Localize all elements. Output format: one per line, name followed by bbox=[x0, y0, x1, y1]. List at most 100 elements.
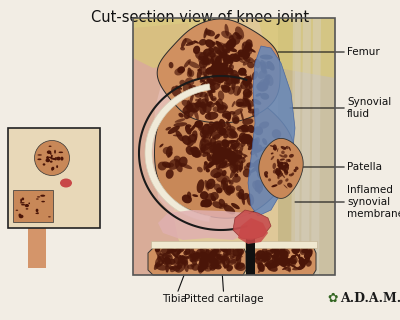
Ellipse shape bbox=[168, 159, 180, 170]
Ellipse shape bbox=[189, 123, 197, 132]
Ellipse shape bbox=[226, 185, 235, 194]
Ellipse shape bbox=[241, 137, 247, 144]
Ellipse shape bbox=[215, 151, 223, 158]
Ellipse shape bbox=[229, 253, 235, 259]
Ellipse shape bbox=[271, 153, 274, 155]
Ellipse shape bbox=[279, 166, 282, 171]
Ellipse shape bbox=[281, 165, 286, 170]
Polygon shape bbox=[233, 210, 271, 240]
Ellipse shape bbox=[206, 249, 210, 253]
Ellipse shape bbox=[225, 83, 231, 86]
Ellipse shape bbox=[236, 154, 242, 159]
Ellipse shape bbox=[202, 253, 206, 260]
Ellipse shape bbox=[170, 265, 177, 272]
Ellipse shape bbox=[219, 104, 224, 110]
Ellipse shape bbox=[212, 133, 224, 139]
Ellipse shape bbox=[284, 170, 288, 174]
Text: ✿: ✿ bbox=[328, 292, 338, 305]
Ellipse shape bbox=[287, 265, 291, 272]
Ellipse shape bbox=[204, 161, 208, 165]
Ellipse shape bbox=[208, 156, 217, 168]
Ellipse shape bbox=[222, 170, 226, 176]
Ellipse shape bbox=[243, 169, 251, 177]
Ellipse shape bbox=[277, 170, 282, 174]
Ellipse shape bbox=[215, 143, 221, 148]
Ellipse shape bbox=[283, 256, 290, 267]
Ellipse shape bbox=[187, 140, 194, 147]
Ellipse shape bbox=[234, 159, 240, 171]
Ellipse shape bbox=[213, 156, 220, 165]
Ellipse shape bbox=[206, 78, 217, 85]
Ellipse shape bbox=[169, 259, 176, 265]
Ellipse shape bbox=[192, 150, 202, 158]
Ellipse shape bbox=[277, 180, 283, 185]
Ellipse shape bbox=[214, 102, 220, 105]
Ellipse shape bbox=[271, 156, 274, 160]
Ellipse shape bbox=[224, 62, 228, 67]
Ellipse shape bbox=[48, 157, 52, 158]
Ellipse shape bbox=[210, 137, 216, 146]
Ellipse shape bbox=[226, 186, 234, 194]
Ellipse shape bbox=[50, 153, 52, 155]
Ellipse shape bbox=[216, 264, 219, 268]
Ellipse shape bbox=[216, 157, 223, 164]
Ellipse shape bbox=[200, 252, 212, 259]
Ellipse shape bbox=[198, 265, 205, 272]
Ellipse shape bbox=[216, 150, 222, 158]
Ellipse shape bbox=[256, 93, 262, 97]
Ellipse shape bbox=[235, 149, 238, 161]
Ellipse shape bbox=[175, 85, 182, 90]
Ellipse shape bbox=[189, 92, 194, 106]
Ellipse shape bbox=[26, 208, 28, 210]
Ellipse shape bbox=[252, 108, 260, 117]
Ellipse shape bbox=[21, 204, 25, 205]
Ellipse shape bbox=[51, 167, 53, 171]
Ellipse shape bbox=[154, 263, 166, 271]
Ellipse shape bbox=[243, 89, 251, 98]
Ellipse shape bbox=[236, 192, 244, 198]
Ellipse shape bbox=[277, 172, 281, 176]
Ellipse shape bbox=[211, 96, 217, 101]
Text: Tibia: Tibia bbox=[162, 270, 188, 304]
Ellipse shape bbox=[255, 164, 267, 171]
Ellipse shape bbox=[199, 98, 208, 108]
Ellipse shape bbox=[236, 156, 246, 163]
Ellipse shape bbox=[174, 122, 187, 127]
Ellipse shape bbox=[263, 78, 270, 85]
Ellipse shape bbox=[200, 79, 208, 84]
Ellipse shape bbox=[187, 69, 194, 78]
Polygon shape bbox=[295, 18, 335, 275]
Ellipse shape bbox=[205, 252, 212, 261]
Ellipse shape bbox=[289, 154, 294, 158]
Ellipse shape bbox=[279, 164, 283, 168]
Ellipse shape bbox=[211, 252, 216, 258]
Ellipse shape bbox=[259, 62, 270, 69]
Ellipse shape bbox=[215, 160, 228, 164]
Ellipse shape bbox=[207, 88, 216, 93]
Ellipse shape bbox=[217, 148, 220, 154]
Ellipse shape bbox=[292, 267, 304, 270]
Ellipse shape bbox=[192, 89, 200, 95]
Ellipse shape bbox=[188, 134, 197, 143]
Ellipse shape bbox=[290, 260, 297, 264]
Ellipse shape bbox=[195, 86, 200, 90]
Ellipse shape bbox=[205, 161, 216, 169]
Ellipse shape bbox=[236, 57, 245, 63]
Ellipse shape bbox=[204, 161, 207, 171]
Ellipse shape bbox=[266, 260, 271, 270]
Ellipse shape bbox=[242, 44, 252, 54]
Ellipse shape bbox=[201, 261, 208, 268]
Ellipse shape bbox=[207, 153, 211, 161]
Ellipse shape bbox=[220, 150, 224, 156]
Ellipse shape bbox=[196, 249, 206, 257]
Ellipse shape bbox=[260, 60, 266, 72]
Ellipse shape bbox=[226, 68, 234, 72]
Ellipse shape bbox=[219, 119, 226, 128]
Ellipse shape bbox=[217, 149, 225, 156]
Ellipse shape bbox=[256, 166, 262, 174]
Ellipse shape bbox=[160, 253, 171, 257]
Ellipse shape bbox=[185, 78, 194, 86]
Ellipse shape bbox=[262, 178, 273, 187]
Ellipse shape bbox=[216, 153, 222, 158]
Ellipse shape bbox=[248, 109, 257, 114]
